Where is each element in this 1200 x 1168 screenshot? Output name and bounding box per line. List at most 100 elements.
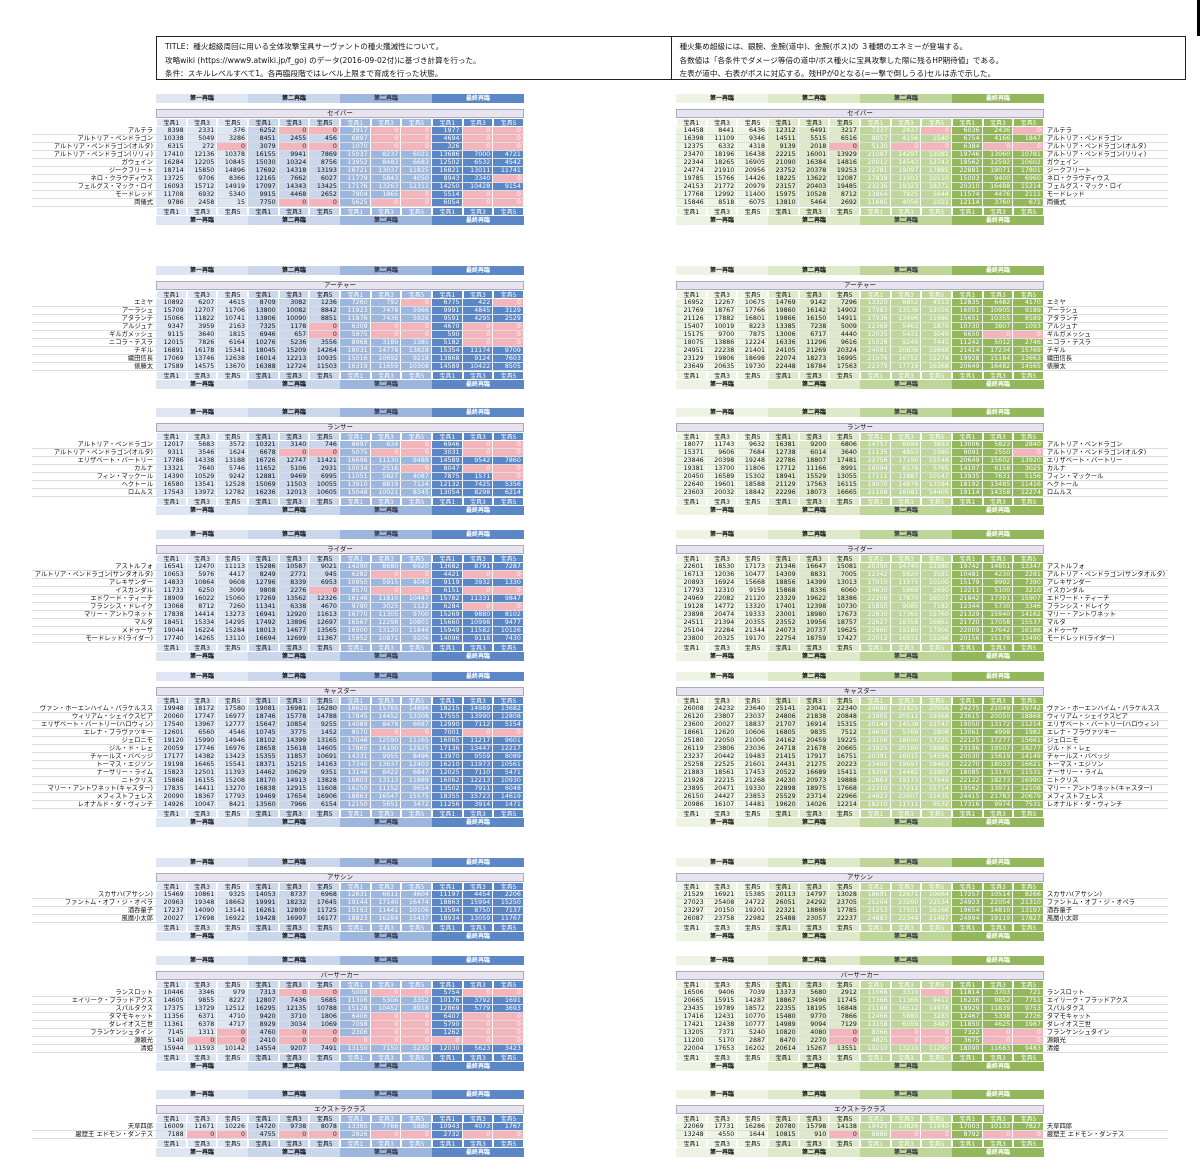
- stage-label: 第二再臨: [768, 818, 860, 827]
- value-cell: 15030: [247, 159, 279, 166]
- value-cell: 11973: [462, 761, 494, 768]
- value-cell: 1980: [921, 449, 952, 456]
- value-cell: 23236: [859, 183, 891, 190]
- value-cell: 16166: [921, 907, 952, 914]
- value-cell: 12915: [278, 785, 310, 792]
- servant-name: 源頼光: [134, 1037, 153, 1044]
- stage-label: 最終再臨: [952, 672, 1044, 681]
- value-cell: 20459: [798, 737, 830, 744]
- value-cell: 7478: [370, 307, 402, 314]
- value-cell: 16861: [921, 619, 952, 626]
- value-cell: 7531: [1013, 801, 1044, 808]
- value-cell: 23057: [798, 915, 830, 922]
- value-cell: 9955: [370, 753, 402, 760]
- value-cell: 10514: [982, 891, 1014, 898]
- value-cell: 9094: [798, 1021, 830, 1028]
- np-header-row: 宝具1 宝具3 宝具5 宝具1 宝具3 宝具5 宝具1 宝具3 宝具5 宝具1 宝具3 宝具5: [156, 809, 524, 818]
- value-cell: 0: [829, 1131, 860, 1138]
- value-cell: 15602: [982, 457, 1014, 464]
- np-label: 宝具3: [278, 118, 310, 127]
- value-cell: 12807: [247, 997, 279, 1004]
- value-cell: 6968: [309, 891, 340, 898]
- value-cell: 16990: [1013, 777, 1044, 784]
- servant-name: メドゥーサ: [1046, 627, 1079, 634]
- value-cell: 10090: [278, 315, 310, 322]
- value-cell: 12835: [951, 299, 983, 306]
- table-row: アルトリア・ペンドラゴン(オルタ) 9311 3546 1624 6678 0 0 5075 0…: [32, 449, 524, 457]
- stage-label: 第一再臨: [156, 408, 248, 417]
- stage-label: 第二再臨: [248, 818, 340, 827]
- np-label: 宝具5: [829, 882, 860, 891]
- np-label: 宝具5: [1013, 923, 1044, 932]
- value-cell: 21720: [951, 619, 983, 626]
- servant-name: トーマス・エジソン: [96, 761, 153, 768]
- table-row: 17768 12992 11400 15975 10528 8712 13864 7925 56…: [676, 191, 1168, 199]
- table-row: アストルフォ 16541 12470 11113 15286 10587 9021 14290…: [32, 563, 524, 571]
- value-cell: 24969: [676, 595, 707, 602]
- value-cell: 15846: [676, 199, 707, 206]
- value-cell: 18691: [859, 891, 891, 898]
- servant-name: アルテラ: [1046, 127, 1072, 134]
- np-label: 宝具3: [706, 696, 738, 705]
- value-cell: 23129: [676, 355, 707, 362]
- value-cell: 17580: [217, 705, 248, 712]
- servant-name: モードレッド(ライダー): [85, 635, 153, 642]
- np-label: 宝具3: [706, 207, 738, 216]
- value-cell: 18746: [247, 713, 279, 720]
- servant-name: スパルタクス: [115, 1005, 153, 1012]
- value-cell: 16694: [247, 635, 279, 642]
- value-cell: 22237: [829, 915, 860, 922]
- value-cell: 18863: [339, 793, 371, 800]
- stage-label: 第二再臨: [860, 266, 952, 275]
- value-cell: 16250: [339, 785, 371, 792]
- value-cell: 25204: [859, 899, 891, 906]
- value-cell: 14926: [156, 801, 187, 808]
- np-label: 宝具1: [431, 207, 463, 216]
- value-cell: 12213: [278, 355, 310, 362]
- np-label: 宝具3: [706, 1139, 738, 1148]
- value-cell: 16178: [186, 347, 218, 354]
- value-cell: 11174: [462, 347, 494, 354]
- value-cell: 0: [493, 323, 524, 330]
- np-header-row: 宝具1 宝具3 宝具5 宝具1 宝具3 宝具5 宝具1 宝具3 宝具5 宝具1 宝具3 宝具5: [156, 290, 524, 299]
- value-cell: 7287: [493, 563, 524, 570]
- stage-header-wrap: 第一再臨 第二再臨 第二再臨 最終再臨: [676, 818, 1168, 827]
- value-cell: 19928: [951, 355, 983, 362]
- stage-label: 第二再臨: [340, 506, 432, 515]
- value-cell: 14778: [370, 347, 402, 354]
- value-cell: 17176: [339, 183, 371, 190]
- value-cell: 23806: [706, 745, 738, 752]
- value-cell: 23705: [829, 899, 860, 906]
- value-cell: 8709: [247, 299, 279, 306]
- value-cell: 10110: [921, 175, 952, 182]
- value-cell: 16065: [431, 737, 463, 744]
- value-cell: 7860: [493, 457, 524, 464]
- value-cell: 11296: [798, 339, 830, 346]
- value-cell: 0: [309, 127, 340, 134]
- scrollbar[interactable]: [1197, 0, 1200, 36]
- stage-label: 第一再臨: [676, 858, 768, 867]
- value-cell: 14481: [737, 801, 768, 808]
- value-cell: 0: [370, 587, 402, 594]
- value-cell: 12920: [278, 611, 310, 618]
- table-row: 15371 9606 7684 12738 6014 3640 11135 4853 1980 9…: [676, 449, 1168, 457]
- right-section-3: 第一再臨 第二再臨 第二再臨 最終再臨 ライダー 宝具1 宝具3 宝具5 宝具1 宝具3 宝具5 宝具…: [676, 530, 1168, 661]
- value-cell: 12699: [278, 635, 310, 642]
- value-cell: 10529: [186, 473, 218, 480]
- np-label: 宝具5: [493, 980, 524, 989]
- np-label: 宝具3: [462, 923, 494, 932]
- stage-header: 第一再臨 第二再臨 第二再臨 最終再臨: [676, 672, 1168, 681]
- value-cell: 0: [890, 143, 922, 150]
- stage-header-wrap: 第一再臨 第二再臨 第二再臨 最終再臨: [676, 408, 1168, 417]
- table-row: 20986 16107 14481 19620 14026 12214 18210 11711…: [676, 801, 1168, 809]
- value-cell: 21129: [767, 481, 799, 488]
- servant-name: 俵藤太: [1046, 363, 1066, 370]
- np-label: 宝具5: [737, 118, 768, 127]
- np-label: 宝具1: [859, 980, 891, 989]
- value-cell: 19368: [921, 713, 952, 720]
- value-cell: 9542: [462, 457, 494, 464]
- value-cell: 17865: [339, 745, 371, 752]
- np-label: 宝具1: [767, 696, 799, 705]
- value-cell: 15286: [247, 563, 279, 570]
- value-cell: 25488: [767, 915, 799, 922]
